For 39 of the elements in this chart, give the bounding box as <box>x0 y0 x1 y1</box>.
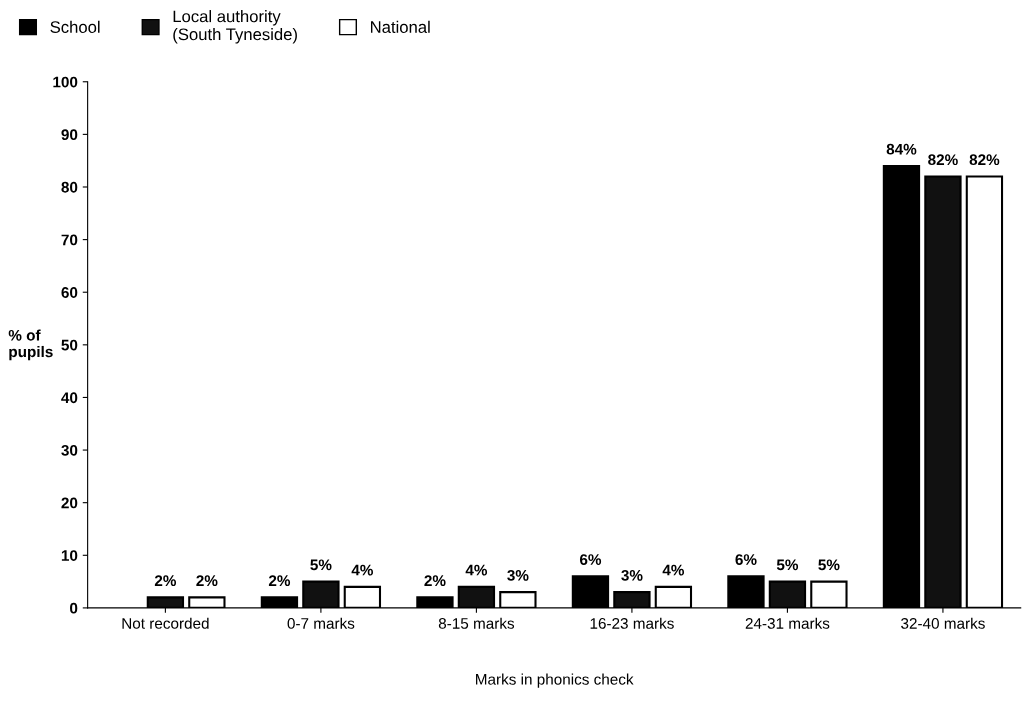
data-label: 2% <box>196 575 218 586</box>
y-tick-label: 50 <box>61 339 78 351</box>
legend-label: Local authority (South Tyneside) <box>173 10 297 44</box>
data-label: 5% <box>776 559 799 571</box>
y-tick-label: 20 <box>61 497 78 509</box>
data-label: 5% <box>818 559 840 571</box>
data-label: 3% <box>507 569 529 581</box>
y-tick-label: 60 <box>61 287 78 298</box>
legend-label: National <box>371 20 430 33</box>
y-tick-label: 70 <box>61 234 78 246</box>
data-label: 2% <box>154 575 177 586</box>
data-label: 6% <box>579 554 602 565</box>
data-label: 3% <box>621 569 643 581</box>
x-tick-label: Not recorded <box>122 617 209 629</box>
y-tick-label: 30 <box>61 444 78 456</box>
x-tick-label: 16-23 marks <box>590 617 674 629</box>
data-label: 2% <box>268 575 291 586</box>
y-axis-title: % of pupils <box>8 329 53 361</box>
y-tick-label: 10 <box>61 550 78 561</box>
x-tick-label: 24-31 marks <box>745 617 830 629</box>
y-tick-label: 80 <box>61 181 78 193</box>
data-label: 6% <box>735 554 757 565</box>
legend-label: School <box>50 20 100 33</box>
x-tick-label: 0-7 marks <box>287 617 355 629</box>
x-tick-label: 32-40 marks <box>901 617 985 629</box>
data-label: 4% <box>465 564 488 576</box>
x-tick-label: 8-15 marks <box>438 617 515 629</box>
data-label: 82% <box>928 154 958 166</box>
y-tick-label: 0 <box>70 602 78 614</box>
data-label: 4% <box>662 564 685 576</box>
data-label: 5% <box>310 559 332 571</box>
y-tick-label: 40 <box>61 392 78 404</box>
x-axis-title: Marks in phonics check <box>476 673 634 688</box>
data-label: 84% <box>886 143 917 155</box>
data-label: 2% <box>424 575 446 586</box>
data-label: 82% <box>969 154 1000 166</box>
data-label: 4% <box>351 564 374 576</box>
y-tick-label: 100 <box>53 76 78 88</box>
y-tick-label: 90 <box>61 129 78 141</box>
